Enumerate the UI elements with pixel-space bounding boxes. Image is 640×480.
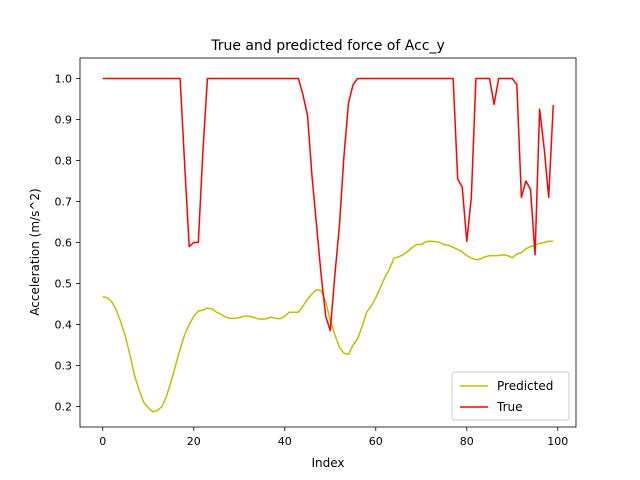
y-tick-label: 0.9 (55, 114, 73, 127)
legend-label-true: True (496, 400, 523, 414)
x-tick-label: 20 (187, 435, 201, 448)
series-line-true (102, 77, 554, 332)
legend-box (451, 371, 570, 421)
y-tick-label: 0.8 (55, 155, 73, 168)
x-tick-label: 80 (460, 435, 474, 448)
x-axis-label: Index (311, 456, 344, 470)
plot-area (102, 77, 554, 413)
chart-title: True and predicted force of Acc_y (210, 38, 445, 54)
x-tick-label: 60 (369, 435, 383, 448)
series-line-predicted (102, 240, 554, 413)
y-tick-label: 0.2 (55, 401, 73, 414)
legend: Predicted True (451, 371, 570, 421)
y-tick-label: 0.7 (55, 196, 73, 209)
x-tick-label: 0 (99, 435, 106, 448)
x-tick-label: 40 (278, 435, 292, 448)
y-tick-label: 0.3 (55, 360, 73, 373)
x-tick-label: 100 (547, 435, 568, 448)
y-tick-label: 0.5 (55, 278, 73, 291)
legend-label-predicted: Predicted (497, 379, 553, 393)
y-tick-label: 0.6 (55, 237, 73, 250)
y-tick-label: 0.4 (55, 319, 73, 332)
y-axis-label: Acceleration (m/s^2) (28, 188, 42, 315)
axes: 0 20 40 60 80 100 0.2 0.3 0.4 0.5 0.6 0.7 0.8 0.9 1.0 (55, 57, 577, 448)
y-tick-label: 1.0 (55, 73, 73, 86)
